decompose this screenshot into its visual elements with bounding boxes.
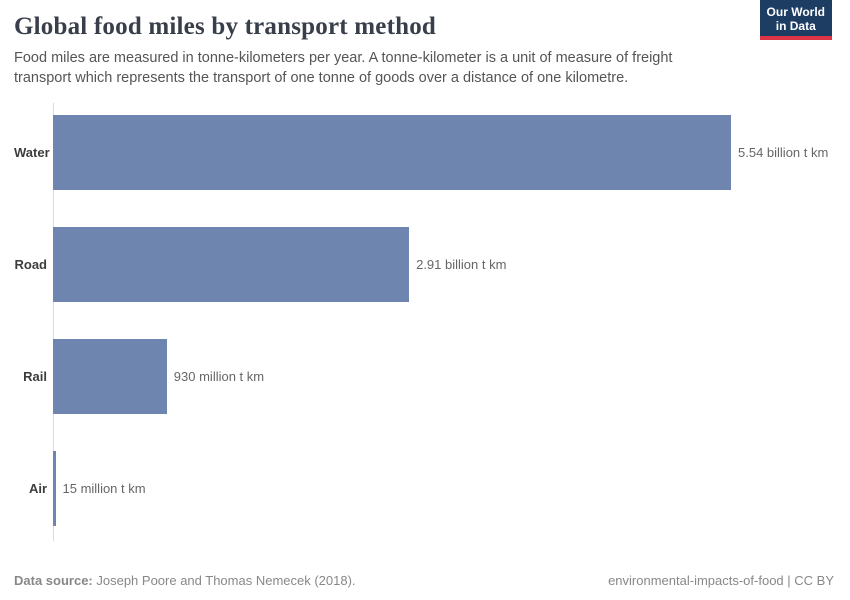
category-label: Rail bbox=[23, 369, 47, 384]
bar-row-air: Air 15 million t km bbox=[14, 451, 834, 526]
bar-road[interactable] bbox=[53, 227, 410, 302]
bar-water[interactable] bbox=[53, 115, 731, 190]
y-axis-line bbox=[53, 103, 54, 541]
value-label: 15 million t km bbox=[62, 481, 146, 496]
chart-footer: Data source: Joseph Poore and Thomas Nem… bbox=[14, 573, 834, 588]
bar-chart: Water 5.54 billion t km Road 2.91 billio… bbox=[14, 103, 834, 541]
page-title: Global food miles by transport method bbox=[14, 13, 436, 40]
bar-track: 5.54 billion t km bbox=[53, 115, 834, 190]
chart-subtitle: Food miles are measured in tonne-kilomet… bbox=[14, 50, 673, 86]
bar-row-water: Water 5.54 billion t km bbox=[14, 115, 834, 190]
data-source-label: Data source: bbox=[14, 573, 93, 588]
owid-logo-line1: Our World bbox=[766, 5, 825, 19]
attribution-link[interactable]: environmental-impacts-of-food | CC BY bbox=[608, 573, 834, 588]
bar-air[interactable] bbox=[53, 451, 56, 526]
chart-header: Global food miles by transport method Fo… bbox=[14, 0, 834, 88]
category-label: Water bbox=[14, 145, 50, 160]
bar-track: 2.91 billion t km bbox=[53, 227, 834, 302]
value-label: 2.91 billion t km bbox=[416, 257, 507, 272]
owid-logo[interactable]: Our World in Data bbox=[759, 0, 832, 41]
bar-track: 930 million t km bbox=[53, 339, 834, 414]
owid-logo-line2: in Data bbox=[775, 19, 816, 34]
category-label: Road bbox=[14, 257, 48, 272]
bar-row-rail: Rail 930 million t km bbox=[14, 339, 834, 414]
data-source-text: Joseph Poore and Thomas Nemecek (2018). bbox=[92, 573, 356, 588]
category-label: Air bbox=[28, 481, 47, 496]
value-label: 5.54 billion t km bbox=[738, 145, 829, 160]
data-source-link[interactable]: Data source: Joseph Poore and Thomas Nem… bbox=[14, 573, 356, 588]
bar-row-road: Road 2.91 billion t km bbox=[14, 227, 834, 302]
bar-rail[interactable] bbox=[53, 339, 167, 414]
value-label: 930 million t km bbox=[173, 369, 265, 384]
bar-track: 15 million t km bbox=[53, 451, 834, 526]
